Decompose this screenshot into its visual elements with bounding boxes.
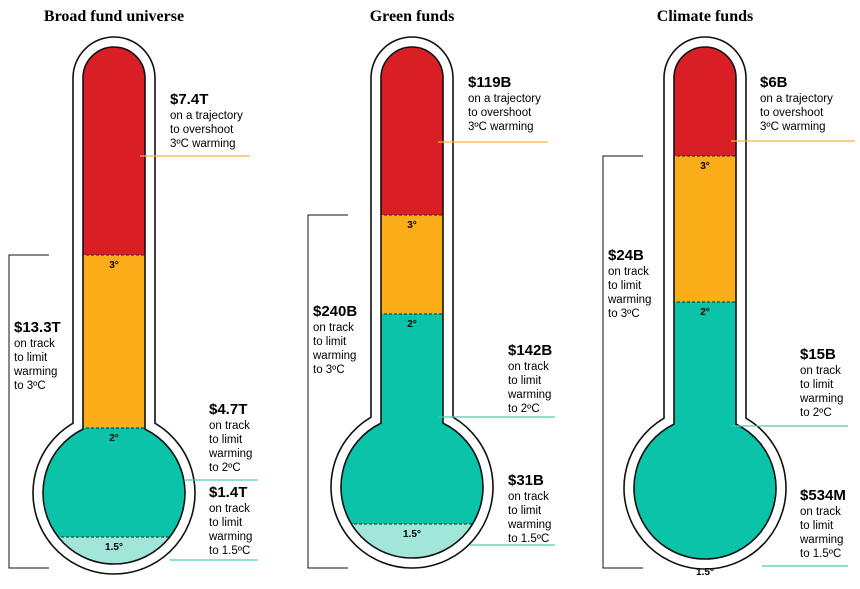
chart-title: Climate funds (657, 8, 753, 25)
segment-1-5c-to-2c (42, 428, 185, 537)
segment-description: to limit (508, 505, 542, 517)
tick-label: 2° (700, 307, 710, 318)
bracket-description: warming (13, 366, 57, 378)
bracket-description: to 3ºC (313, 364, 345, 376)
segment-description: on a trajectory (170, 110, 243, 122)
segment-1-5c-to-2c (341, 314, 484, 524)
segment-description: to limit (209, 517, 243, 529)
bracket-amount: $240B (313, 303, 357, 320)
segment-description: to limit (209, 434, 243, 446)
bracket-description: warming (607, 294, 651, 306)
bracket-description: to limit (14, 352, 48, 364)
segment-description: to overshoot (760, 107, 824, 119)
tick-label: 2° (407, 319, 417, 330)
bracket-description: to 3ºC (608, 308, 640, 320)
segment-2c-to-3c (42, 255, 185, 428)
tick-label: 3° (700, 161, 710, 172)
segment-amount: $4.7T (209, 401, 247, 418)
chart-title: Broad fund universe (44, 8, 184, 25)
thermometer-inner-outline (633, 46, 777, 560)
thermometer-inner-outline (340, 46, 484, 559)
segment-description: 3ºC warming (760, 121, 826, 133)
bracket-amount: $24B (608, 247, 644, 264)
segment-description: on track (209, 420, 250, 432)
bracket-description: on track (608, 266, 649, 278)
tick-label: 1.5° (403, 529, 421, 540)
segment-description: on track (800, 365, 841, 377)
segment-description: warming (507, 519, 551, 531)
segment-description: warming (507, 389, 551, 401)
tick-label: 1.5° (696, 567, 714, 578)
chart-title: Green funds (370, 8, 455, 25)
segment-amount: $31B (508, 472, 544, 489)
segment-description: warming (208, 448, 252, 460)
segment-description: 3ºC warming (468, 121, 534, 133)
bracket-amount: $13.3T (14, 319, 61, 336)
segment-description: 3ºC warming (170, 138, 236, 150)
tick-label: 3° (109, 260, 119, 271)
segment-description: to overshoot (170, 124, 234, 136)
segment-description: to 2ºC (800, 407, 832, 419)
segment-above-3c (341, 47, 484, 215)
segment-description: on track (209, 503, 250, 515)
segment-description: on a trajectory (468, 93, 541, 105)
segment-description: to overshoot (468, 107, 532, 119)
segment-above-3c (42, 47, 185, 255)
tick-label: 2° (109, 433, 119, 444)
thermometer-3: Climate funds 3° 2° 1.5° $6B on a trajectory t… (602, 8, 855, 578)
segment-description: on track (508, 361, 549, 373)
segment-amount: $6B (760, 74, 788, 91)
segment-description: on track (800, 506, 841, 518)
segment-description: to 2ºC (508, 403, 540, 415)
thermometer-fills (42, 47, 185, 564)
segment-description: warming (799, 534, 843, 546)
segment-description: to 1.5ºC (508, 533, 549, 545)
bracket-description: to 3ºC (14, 380, 46, 392)
segment-description: on a trajectory (760, 93, 833, 105)
segment-description: warming (799, 393, 843, 405)
segment-description: to limit (800, 379, 834, 391)
bracket-line (307, 214, 348, 569)
segment-description: to limit (800, 520, 834, 532)
segment-above-3c (633, 47, 776, 156)
tick-label: 3° (407, 220, 417, 231)
thermometer-fills (633, 47, 776, 559)
segment-description: to 1.5ºC (209, 545, 250, 557)
thermometer-inner-outline (42, 46, 186, 565)
bracket-line (602, 155, 643, 569)
segment-description: to limit (508, 375, 542, 387)
segment-amount: $15B (800, 346, 836, 363)
segment-amount: $534M (800, 487, 846, 504)
segment-description: to 2ºC (209, 462, 241, 474)
bracket-line (8, 254, 49, 569)
segment-amount: $119B (468, 74, 512, 91)
segment-description: warming (208, 531, 252, 543)
segment-2c-to-3c (633, 156, 776, 302)
thermometer-fills (341, 47, 484, 558)
segment-amount: $142B (508, 342, 552, 359)
thermometer-2: Green funds 3° 2° 1.5° $119B on a trajectory t… (307, 8, 555, 569)
bracket-description: on track (14, 338, 55, 350)
segment-description: to 1.5ºC (800, 548, 841, 560)
bracket-description: to limit (313, 336, 347, 348)
bracket-description: to limit (608, 280, 642, 292)
segment-amount: $7.4T (170, 91, 208, 108)
thermometer-1: Broad fund universe 3° 2° 1.5° $7.4T on a tra… (8, 8, 258, 575)
segment-description: on track (508, 491, 549, 503)
tick-label: 1.5° (105, 542, 123, 553)
bracket-description: on track (313, 322, 354, 334)
segment-amount: $1.4T (209, 484, 247, 501)
bracket-description: warming (312, 350, 356, 362)
